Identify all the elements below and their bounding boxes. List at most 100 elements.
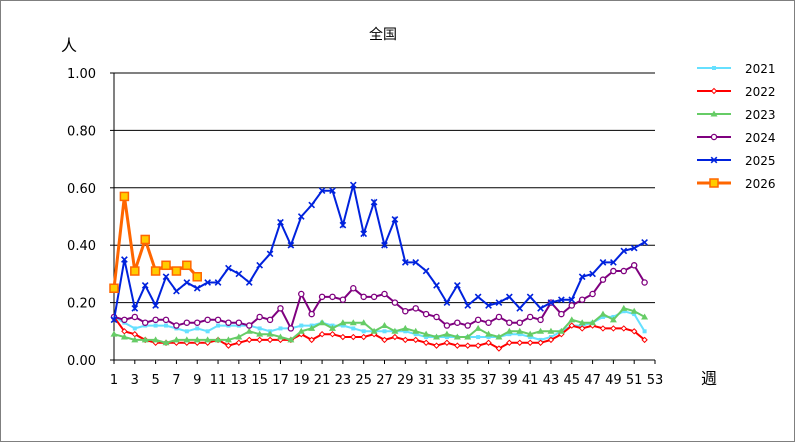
- data-point: [297, 327, 305, 334]
- x-tick-label: 15: [251, 373, 268, 388]
- data-point: [172, 336, 180, 343]
- y-tick-label: 0.60: [67, 182, 96, 197]
- data-point-stroke: [256, 261, 264, 269]
- data-point-stroke: [339, 221, 347, 229]
- data-point: [600, 314, 605, 319]
- data-point-stroke: [578, 273, 586, 281]
- data-point-stroke: [235, 270, 243, 278]
- data-point: [485, 319, 492, 326]
- data-point: [308, 324, 316, 331]
- data-point: [517, 332, 522, 337]
- data-point: [568, 316, 576, 323]
- x-tick-label: 53: [647, 373, 664, 388]
- data-point: [256, 313, 263, 321]
- data-point: [422, 330, 430, 337]
- data-point: [599, 325, 607, 332]
- data-point: [298, 290, 305, 298]
- data-point: [121, 316, 128, 324]
- data-point: [130, 266, 140, 276]
- data-point: [412, 336, 419, 344]
- data-point: [161, 260, 171, 271]
- data-point: [195, 326, 200, 331]
- data-point: [609, 316, 617, 323]
- data-point: [495, 299, 503, 306]
- data-point-stroke: [214, 279, 222, 286]
- x-tick-label: 49: [605, 373, 622, 388]
- data-point: [526, 313, 534, 321]
- data-point: [710, 110, 718, 117]
- data-point: [119, 191, 130, 202]
- data-point: [339, 296, 347, 303]
- y-tick-label: 0.40: [67, 239, 96, 254]
- data-point: [349, 319, 357, 326]
- data-point-stroke: [453, 282, 461, 289]
- data-point-stroke: [495, 299, 503, 306]
- data-point: [225, 342, 232, 349]
- legend-item-2024: 2024: [697, 131, 776, 145]
- data-point: [589, 270, 596, 278]
- data-point: [537, 304, 544, 312]
- data-point-stroke: [620, 247, 628, 255]
- data-point: [474, 293, 482, 301]
- data-point: [318, 330, 326, 338]
- data-point: [578, 273, 586, 281]
- series-line-2025: [113, 184, 646, 320]
- data-point: [162, 316, 170, 324]
- data-point: [152, 316, 159, 324]
- data-point: [109, 283, 119, 293]
- data-point-stroke: [297, 213, 305, 220]
- data-point: [193, 319, 201, 326]
- data-point: [246, 336, 253, 344]
- data-point: [245, 322, 253, 329]
- x-tick-label: 39: [501, 373, 518, 388]
- data-point: [193, 336, 201, 343]
- data-point: [505, 293, 513, 301]
- data-point: [141, 336, 149, 343]
- x-tick-labels: 1 3 5 7 9 11 13 15 17 19 21 23 25 27 29 31 33 35 37 39 41 43 4…: [110, 373, 663, 388]
- data-point: [568, 296, 576, 304]
- data-point: [412, 259, 420, 266]
- data-point: [412, 305, 419, 312]
- data-point-stroke: [443, 299, 451, 306]
- x-tick-label: 19: [293, 373, 310, 388]
- data-point: [110, 316, 118, 324]
- data-point: [516, 319, 524, 326]
- data-point: [173, 322, 180, 329]
- data-point: [318, 187, 326, 195]
- data-point: [287, 325, 295, 332]
- x-tick-label: 31: [418, 373, 435, 388]
- legend-label: 2026: [745, 177, 776, 191]
- x-tick-label: 11: [210, 373, 227, 388]
- data-point: [391, 327, 399, 334]
- data-point-stroke: [630, 244, 638, 252]
- data-point: [287, 241, 295, 249]
- data-point: [204, 279, 212, 286]
- x-tick-label: 7: [172, 373, 180, 388]
- data-point: [132, 326, 137, 331]
- data-point: [454, 342, 461, 349]
- data-point: [474, 342, 482, 349]
- data-point-stroke: [641, 238, 648, 246]
- data-point-stroke: [245, 279, 253, 286]
- data-point: [183, 336, 191, 343]
- data-point: [485, 339, 492, 346]
- data-point: [433, 313, 440, 321]
- data-point: [339, 333, 347, 341]
- data-point-stroke: [547, 299, 555, 306]
- data-point: [141, 282, 149, 289]
- data-point: [120, 333, 128, 340]
- data-point: [443, 322, 451, 329]
- data-point: [526, 330, 534, 337]
- data-point-stroke: [360, 230, 368, 238]
- data-point: [464, 322, 471, 329]
- data-point-stroke: [266, 250, 274, 258]
- data-point: [620, 304, 628, 311]
- data-point: [599, 276, 607, 283]
- data-point: [171, 266, 182, 276]
- data-point: [110, 330, 118, 337]
- data-point: [382, 329, 387, 334]
- data-point: [454, 319, 461, 326]
- axes: [110, 72, 656, 364]
- data-point: [328, 324, 336, 331]
- data-point: [557, 296, 565, 304]
